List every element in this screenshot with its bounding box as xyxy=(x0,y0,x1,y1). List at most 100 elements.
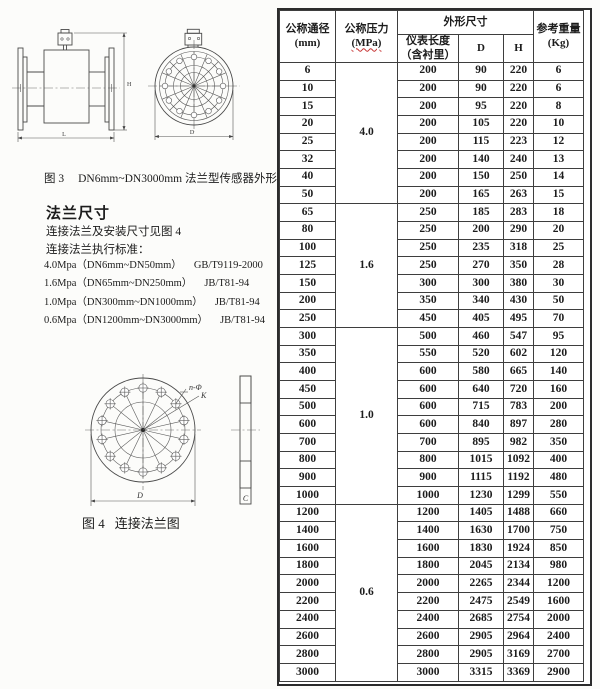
weight-cell: 200 xyxy=(533,397,584,417)
dn-cell: 1200 xyxy=(279,503,336,523)
d-cell: 1230 xyxy=(458,486,504,505)
h-cell: 495 xyxy=(503,309,534,329)
length-cell: 300 xyxy=(397,274,459,293)
table-row: 6 4.0 200 90 220 6 xyxy=(279,61,584,205)
d-cell: 1630 xyxy=(458,521,504,541)
table-row: 500 600 715 783 200 xyxy=(279,397,584,417)
weight-cell: 95 xyxy=(533,327,584,346)
length-cell: 800 xyxy=(397,450,459,470)
table-row: 10 200 90 220 6 xyxy=(279,79,584,99)
table-row: 2200 2200 2475 2549 1600 xyxy=(279,592,584,611)
weight-cell: 12 xyxy=(533,132,584,152)
d-cell: 2045 xyxy=(458,556,504,576)
weight-cell: 1600 xyxy=(533,592,584,611)
table-row: 2400 2400 2685 2754 2000 xyxy=(279,609,584,629)
col-header-weight: 参考重量 (Kg) xyxy=(533,10,584,63)
table-row: 150 300 300 380 30 xyxy=(279,274,584,293)
table-row: 32 200 140 240 13 xyxy=(279,150,584,170)
weight-cell: 25 xyxy=(533,238,584,258)
dn-cell: 300 xyxy=(279,327,336,346)
length-cell: 200 xyxy=(397,185,459,205)
standard-code: JB/T81-94 xyxy=(220,314,265,326)
weight-cell: 160 xyxy=(533,380,584,399)
dn-cell: 500 xyxy=(279,397,336,417)
table-row: 300 1.0 500 460 547 95 xyxy=(279,327,584,505)
dn-cell: 700 xyxy=(279,433,336,452)
h-cell: 220 xyxy=(503,115,534,134)
table-row: 125 250 270 350 28 xyxy=(279,256,584,276)
standard-spec: 0.6Mpa（DN1200mm~DN3000mm） xyxy=(44,314,209,326)
table-row: 800 800 1015 1092 400 xyxy=(279,450,584,470)
length-cell: 200 xyxy=(397,115,459,134)
weight-cell: 2700 xyxy=(533,645,584,664)
length-cell: 2600 xyxy=(397,627,459,647)
flange-dimension-table-frame: 公称通径 (mm) 公称压力 (MPa) 外形尺寸 参考重量 (Kg) 仪表长度… xyxy=(277,8,592,686)
h-cell: 220 xyxy=(503,62,534,81)
length-cell: 2800 xyxy=(397,645,459,664)
dim-h-label: H xyxy=(127,82,132,88)
dn-cell: 3000 xyxy=(279,662,336,683)
table-row: 600 600 840 897 280 xyxy=(279,415,584,435)
dn-cell: 80 xyxy=(279,221,336,240)
col-header-dimensions: 外形尺寸 xyxy=(397,10,534,35)
h-cell: 380 xyxy=(503,274,534,293)
thickness-label: C xyxy=(243,494,249,503)
dn-cell: 32 xyxy=(279,150,336,170)
weight-cell: 70 xyxy=(533,309,584,329)
dn-cell: 350 xyxy=(279,344,336,364)
pressure-cell: 1.6 xyxy=(335,203,398,329)
table-row: 700 700 895 982 350 xyxy=(279,433,584,452)
length-cell: 450 xyxy=(397,309,459,329)
length-cell: 250 xyxy=(397,256,459,276)
d-cell: 715 xyxy=(458,397,504,417)
dim-d-label: D xyxy=(190,130,195,136)
dn-cell: 2000 xyxy=(279,574,336,594)
table-row: 1400 1400 1630 1700 750 xyxy=(279,521,584,541)
bolt-circle-label: K xyxy=(200,391,207,400)
length-cell: 550 xyxy=(397,344,459,364)
d-cell: 2685 xyxy=(458,609,504,629)
weight-cell: 18 xyxy=(533,203,584,223)
table-row: 100 250 235 318 25 xyxy=(279,238,584,258)
d-cell: 1115 xyxy=(458,468,504,488)
h-cell: 223 xyxy=(503,132,534,152)
length-cell: 500 xyxy=(397,327,459,346)
length-cell: 250 xyxy=(397,221,459,240)
standard-code: GB/T9119-2000 xyxy=(193,260,263,271)
dn-cell: 100 xyxy=(279,238,336,258)
dim-l-label: L xyxy=(62,132,66,138)
h-cell: 602 xyxy=(503,344,534,364)
h-cell: 547 xyxy=(503,327,534,346)
length-cell: 2200 xyxy=(397,592,459,611)
h-cell: 1092 xyxy=(503,450,534,470)
weight-cell: 2900 xyxy=(533,662,584,683)
flange-note-line-2: 连接法兰执行标准： xyxy=(46,244,150,256)
d-cell: 640 xyxy=(458,380,504,399)
figure4-caption-text: 连接法兰图 xyxy=(114,516,180,531)
col-header-h: H xyxy=(503,34,534,63)
weight-cell: 750 xyxy=(533,521,584,541)
table-row: 65 1.6 250 185 283 18 xyxy=(279,203,584,329)
weight-cell: 400 xyxy=(533,450,584,470)
dn-cell: 900 xyxy=(279,468,336,488)
table-row: 2000 2000 2265 2344 1200 xyxy=(279,574,584,594)
col-header-length: 仪表长度 （含衬里） xyxy=(397,34,459,63)
standard-spec: 1.6Mpa（DN65mm~DN250mm） xyxy=(44,278,193,290)
standards-list: 4.0Mpa（DN6mm~DN50mm） GB/T9119-2000 1.6Mpa（… xyxy=(44,257,265,330)
weight-cell: 2400 xyxy=(533,627,584,647)
flange-dimension-table: 公称通径 (mm) 公称压力 (MPa) 外形尺寸 参考重量 (Kg) 仪表长度… xyxy=(279,10,584,683)
h-cell: 430 xyxy=(503,291,534,311)
standard-spec: 4.0Mpa（DN6mm~DN50mm） xyxy=(44,260,182,271)
table-row: 25 200 115 223 12 xyxy=(279,132,584,152)
weight-cell: 13 xyxy=(533,150,584,170)
d-cell: 840 xyxy=(458,415,504,435)
d-cell: 460 xyxy=(458,327,504,346)
table-row: 1600 1600 1830 1924 850 xyxy=(279,539,584,558)
standard-line: 1.0Mpa（DN300mm~DN1000mm） JB/T81-94 xyxy=(44,294,265,312)
dn-cell: 150 xyxy=(279,274,336,293)
table-row: 450 600 640 720 160 xyxy=(279,380,584,399)
weight-cell: 550 xyxy=(533,486,584,505)
table-row: 20 200 105 220 10 xyxy=(279,115,584,134)
length-cell: 350 xyxy=(397,291,459,311)
